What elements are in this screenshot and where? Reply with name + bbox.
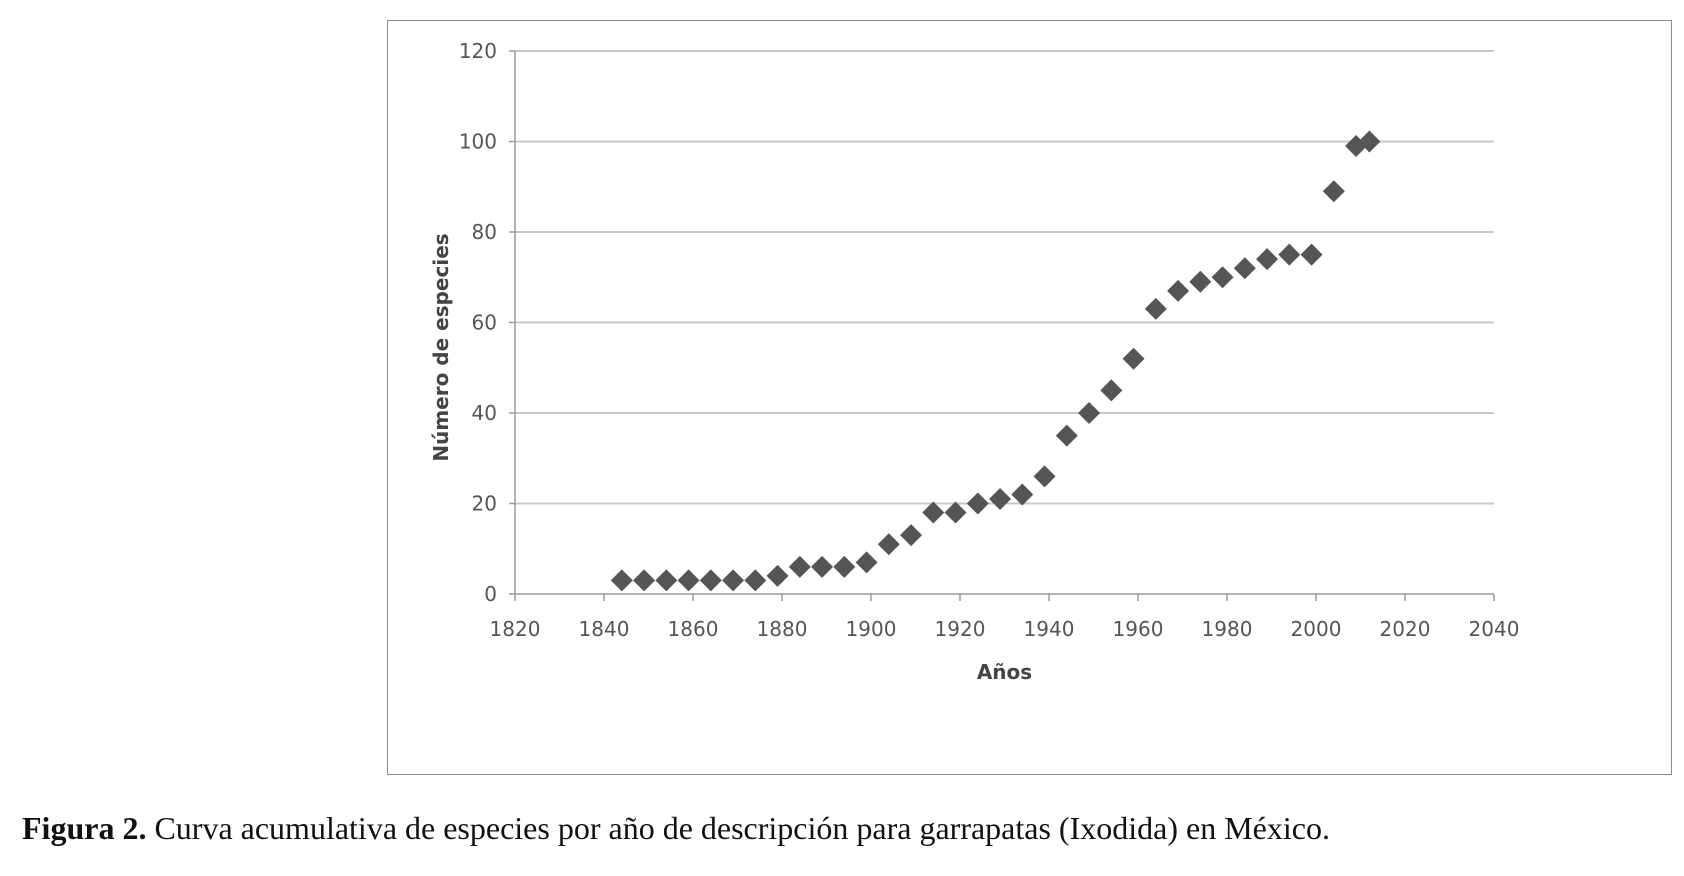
data-point <box>1011 483 1034 506</box>
caption-label: Figura 2. <box>22 810 147 846</box>
data-point <box>966 492 989 515</box>
y-tick-label: 60 <box>472 311 497 335</box>
data-point <box>766 564 789 587</box>
data-point <box>1078 402 1101 424</box>
x-tick-label: 1940 <box>1024 617 1075 641</box>
data-point <box>610 569 633 592</box>
y-tick-label: 100 <box>459 130 497 154</box>
data-point <box>1358 130 1381 153</box>
axes <box>509 50 1495 601</box>
data-point <box>1300 243 1323 266</box>
data-point <box>1122 347 1145 370</box>
y-tick-label: 40 <box>472 401 497 425</box>
x-tick-label: 1920 <box>935 617 986 641</box>
x-tick-label: 2020 <box>1380 617 1431 641</box>
caption-text: Curva acumulativa de especies por año de… <box>154 810 1330 846</box>
data-point <box>1167 279 1190 302</box>
data-point <box>699 569 722 592</box>
x-tick-label: 1960 <box>1113 617 1164 641</box>
data-point <box>655 569 678 592</box>
data-point <box>1055 424 1078 447</box>
y-axis-title: Número de especies <box>429 233 453 461</box>
data-point <box>855 551 878 574</box>
data-point <box>1033 465 1056 488</box>
data-point <box>900 524 923 547</box>
figure-caption: Figura 2. Curva acumulativa de especies … <box>22 810 1330 847</box>
data-point <box>1211 266 1234 289</box>
data-point <box>989 487 1012 510</box>
data-point <box>922 501 945 524</box>
gridlines <box>515 50 1494 505</box>
x-tick-label: 1880 <box>757 617 808 641</box>
data-point <box>1345 135 1368 158</box>
y-tick-label: 120 <box>459 39 497 63</box>
data-point <box>1322 180 1345 203</box>
data-point <box>633 569 656 592</box>
x-tick-label: 2040 <box>1469 617 1520 641</box>
x-tick-label: 1860 <box>668 617 719 641</box>
x-tick-label: 1820 <box>490 617 541 641</box>
data-point <box>677 569 700 592</box>
data-point <box>877 533 900 556</box>
figure-frame: 0 20 40 60 80 100 120 1820 1840 1860 1880 1900 1920 1… <box>387 20 1672 775</box>
y-tick-label: 20 <box>472 492 497 516</box>
data-point <box>722 569 745 592</box>
data-point <box>1100 379 1123 402</box>
x-tick-label: 2000 <box>1291 617 1342 641</box>
data-point <box>1189 270 1212 293</box>
data-point <box>833 555 856 578</box>
data-point <box>944 501 967 524</box>
data-point <box>744 569 767 592</box>
data-point <box>1144 297 1167 320</box>
data-point <box>1256 248 1279 271</box>
data-point <box>811 555 834 578</box>
x-tick-label: 1840 <box>579 617 630 641</box>
y-tick-label: 80 <box>472 220 497 244</box>
data-point <box>788 555 811 578</box>
x-tick-label: 1900 <box>846 617 897 641</box>
data-points <box>610 130 1381 592</box>
x-axis-title: Años <box>977 660 1032 684</box>
x-tick-label: 1980 <box>1202 617 1253 641</box>
y-tick-label: 0 <box>484 582 497 606</box>
data-point <box>1233 257 1256 280</box>
data-point <box>1278 243 1301 266</box>
